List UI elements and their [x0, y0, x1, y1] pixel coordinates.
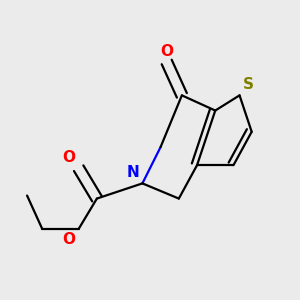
Text: O: O [63, 232, 76, 247]
Text: N: N [127, 165, 140, 180]
Text: O: O [160, 44, 173, 59]
Text: O: O [63, 150, 76, 165]
Text: S: S [243, 77, 254, 92]
